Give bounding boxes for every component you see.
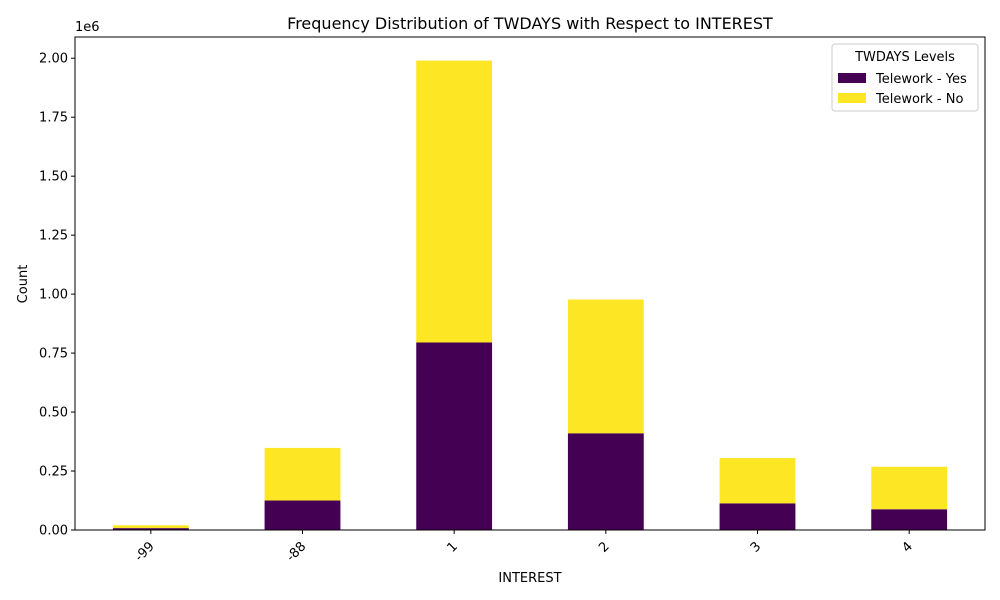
- bar-2-series-0: [567, 433, 644, 530]
- y-tick-label-1: 0.25: [39, 465, 68, 480]
- legend: TWDAYS Levels Telework - Yes Telework - N…: [831, 43, 979, 112]
- bar--99-series-1: [112, 525, 189, 529]
- plot-frame: [74, 36, 986, 531]
- legend-swatch-1: [838, 93, 866, 103]
- y-tick-label-8: 2.00: [39, 52, 68, 67]
- x-tick-label-1: -88: [284, 539, 310, 565]
- x-tick-label-3: 2: [596, 539, 612, 555]
- bar-3-series-1: [719, 458, 796, 504]
- legend-label-0: Telework - Yes: [875, 72, 967, 87]
- legend-swatch-0: [838, 73, 866, 83]
- bar--88-series-0: [264, 500, 341, 530]
- bar--88-series-1: [264, 447, 341, 501]
- bar--99-series-0: [112, 528, 189, 530]
- y-tick-label-2: 0.50: [39, 406, 68, 421]
- x-tick-label-2: 1: [445, 539, 461, 555]
- legend-items: Telework - Yes Telework - No: [838, 72, 967, 107]
- y-scale-label: 1e6: [75, 20, 100, 35]
- legend-label-1: Telework - No: [875, 92, 963, 107]
- x-tick-label-5: 4: [900, 539, 916, 555]
- bar-4-series-0: [871, 509, 948, 530]
- y-tick-label-6: 1.50: [39, 170, 68, 185]
- bars-group: [112, 60, 948, 530]
- legend-title: TWDAYS Levels: [854, 50, 955, 65]
- x-axis: -99 -88 1 2 3 4: [132, 530, 916, 565]
- bar-2-series-1: [567, 299, 644, 434]
- y-tick-label-5: 1.25: [39, 229, 68, 244]
- bar-3-series-0: [719, 503, 796, 530]
- bar-1-series-0: [416, 342, 493, 530]
- y-axis: 0.00 0.25 0.50 0.75 1.00 1.25 1.50 1.75 2.00: [39, 52, 75, 539]
- bar-4-series-1: [871, 466, 948, 510]
- y-tick-label-4: 1.00: [39, 288, 68, 303]
- bar-1-series-1: [416, 60, 493, 343]
- legend-box: [831, 43, 979, 112]
- x-tick-label-0: -99: [132, 539, 158, 565]
- x-axis-label: INTEREST: [498, 571, 561, 586]
- y-axis-label: Count: [16, 265, 31, 304]
- y-tick-label-7: 1.75: [39, 111, 68, 126]
- x-tick-label-4: 3: [748, 539, 764, 555]
- chart-title: Frequency Distribution of TWDAYS with Re…: [287, 14, 773, 33]
- y-tick-label-0: 0.00: [39, 524, 68, 539]
- y-tick-label-3: 0.75: [39, 347, 68, 362]
